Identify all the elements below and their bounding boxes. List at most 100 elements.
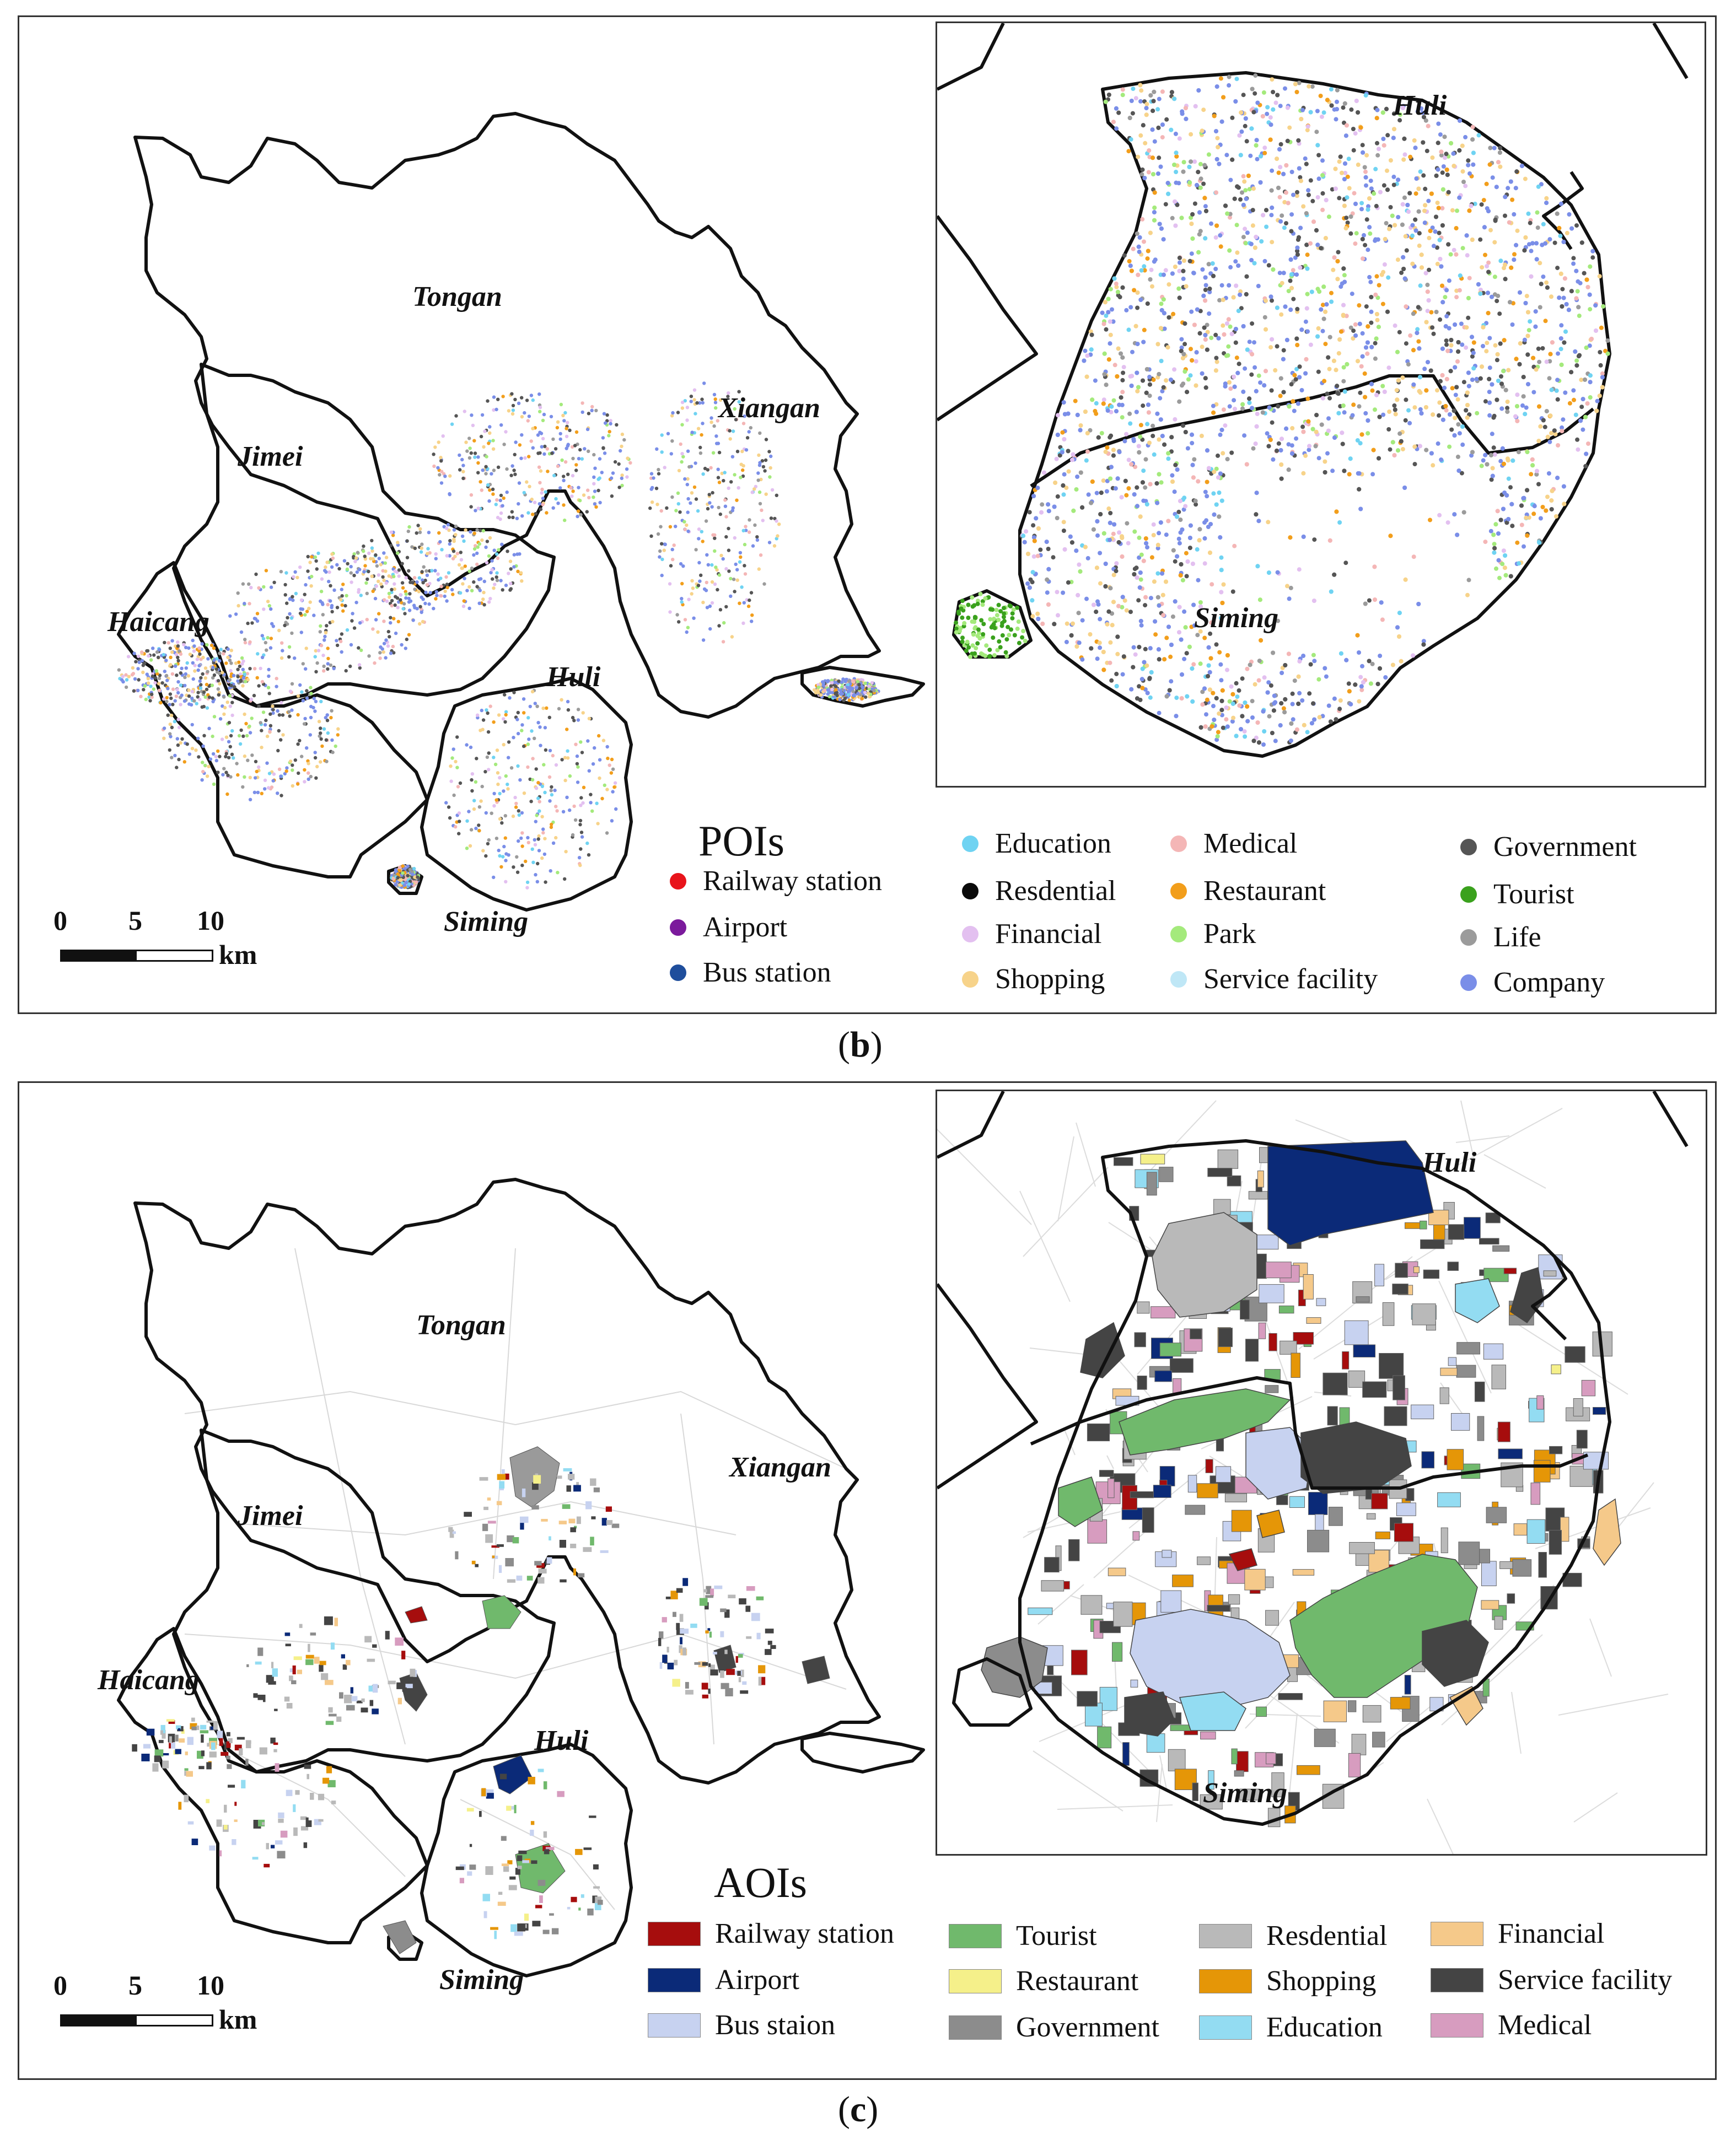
poi-dot <box>1571 256 1576 261</box>
poi-dot <box>1228 386 1233 391</box>
poi-dot <box>764 492 768 496</box>
poi-dot <box>1545 494 1550 499</box>
poi-dot <box>1258 380 1263 385</box>
legend-swatch <box>1460 974 1477 991</box>
poi-dot <box>737 400 741 404</box>
legend-label: Railway station <box>703 865 882 897</box>
poi-dot <box>1425 309 1430 314</box>
poi-dot <box>1247 187 1252 192</box>
poi-dot <box>490 472 493 476</box>
poi-dot <box>173 664 178 668</box>
poi-dot <box>1234 223 1239 228</box>
poi-dot <box>1491 415 1496 420</box>
poi-dot <box>513 452 517 456</box>
poi-dot <box>1121 365 1126 370</box>
poi-dot <box>718 398 723 402</box>
poi-dot <box>452 793 456 797</box>
poi-dot <box>229 775 233 779</box>
poi-dot <box>199 676 203 680</box>
poi-dot <box>490 568 494 572</box>
poi-dot <box>178 649 181 653</box>
poi-dot <box>241 785 245 789</box>
poi-dot <box>1280 281 1284 285</box>
poi-dot <box>469 493 474 497</box>
poi-dot <box>841 677 845 681</box>
poi-dot <box>1115 651 1120 656</box>
poi-dot <box>1303 156 1308 161</box>
poi-dot <box>497 548 501 552</box>
legend-label: Restaurant <box>1203 875 1326 907</box>
poi-dot <box>1215 136 1220 141</box>
poi-dot <box>1466 315 1471 320</box>
poi-dot <box>283 583 287 587</box>
poi-dot <box>522 697 526 701</box>
poi-dot <box>218 682 222 686</box>
poi-dot <box>760 459 765 463</box>
poi-dot <box>393 603 397 607</box>
poi-panel: Tongan Xiangan Jimei Haicang Huli Siming… <box>18 15 1717 1014</box>
poi-dot <box>312 697 316 700</box>
poi-dot <box>1404 341 1409 346</box>
poi-dot <box>381 575 385 579</box>
poi-dot <box>1291 192 1295 197</box>
poi-dot <box>239 678 243 682</box>
poi-dot <box>1209 582 1214 587</box>
poi-dot <box>452 537 456 541</box>
poi-dot <box>1305 128 1310 133</box>
poi-dot <box>1363 169 1368 174</box>
poi-dot <box>420 542 424 546</box>
poi-dot <box>534 873 537 877</box>
poi-dot <box>1227 74 1232 79</box>
poi-dot <box>851 687 854 691</box>
poi-dot <box>244 680 248 683</box>
poi-dot <box>816 685 821 689</box>
poi-dot <box>330 606 334 610</box>
poi-dot <box>696 509 700 513</box>
poi-dot <box>1359 201 1364 206</box>
poi-dot <box>396 551 400 555</box>
poi-dot <box>526 765 530 769</box>
poi-dot <box>748 598 751 602</box>
poi-dot <box>1095 656 1100 661</box>
poi-dot <box>512 553 516 557</box>
poi-dot <box>558 432 562 436</box>
poi-dot <box>709 466 713 470</box>
poi-dot <box>550 793 554 797</box>
poi-dot <box>1211 704 1216 709</box>
poi-dot <box>399 598 402 602</box>
poi-dot <box>1367 598 1372 603</box>
poi-dot <box>390 599 394 603</box>
poi-dot <box>501 588 504 592</box>
poi-dot <box>622 438 626 442</box>
poi-dot <box>1098 645 1103 650</box>
poi-dot <box>1138 133 1143 138</box>
poi-dot <box>1108 640 1113 645</box>
poi-dot <box>1351 148 1356 153</box>
poi-dot <box>515 855 519 859</box>
poi-dot <box>690 491 694 495</box>
poi-dot <box>157 648 162 652</box>
poi-dot <box>598 500 602 505</box>
poi-dot <box>1305 396 1310 401</box>
poi-dot <box>313 709 317 713</box>
poi-dot <box>1259 239 1264 244</box>
poi-dot <box>267 772 272 775</box>
poi-dot <box>1152 139 1157 144</box>
poi-dot <box>494 837 499 840</box>
poi-dot <box>696 427 701 430</box>
legend-item: Company <box>1460 966 1605 999</box>
poi-dot <box>1435 201 1440 205</box>
poi-dot <box>1499 374 1503 379</box>
poi-dot <box>1406 408 1411 413</box>
poi-dot <box>1065 621 1069 626</box>
poi-dot <box>174 694 179 698</box>
poi-dot <box>514 805 518 809</box>
poi-dot <box>325 560 329 564</box>
poi-dot <box>579 831 584 834</box>
poi-dot <box>522 711 526 715</box>
poi-dot <box>1598 363 1603 368</box>
poi-dot <box>1364 217 1369 222</box>
poi-dot <box>503 836 507 840</box>
poi-dot <box>602 412 606 416</box>
poi-dot <box>245 734 249 738</box>
